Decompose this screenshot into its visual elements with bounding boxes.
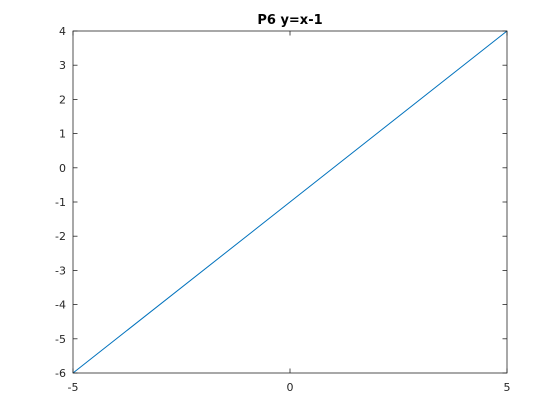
- y-tick-label: 3: [59, 59, 66, 72]
- y-tick-label: -2: [55, 230, 66, 243]
- y-tick-label: -6: [55, 367, 66, 380]
- chart-title: P6 y=x-1: [257, 13, 322, 28]
- x-tick-label: 0: [287, 381, 294, 394]
- y-tick-label: 4: [59, 25, 66, 38]
- series-layer: [72, 30, 508, 374]
- x-tick-label: -5: [68, 381, 79, 394]
- y-tick-label: 0: [59, 162, 66, 175]
- x-tick-label: 5: [504, 381, 511, 394]
- y-tick-label: 1: [59, 128, 66, 141]
- y-tick-label: -4: [55, 299, 66, 312]
- y-tick-label: -1: [55, 196, 66, 209]
- axes-box: [72, 30, 508, 374]
- y-tick-label: -5: [55, 333, 66, 346]
- y-tick-label: 2: [59, 93, 66, 106]
- series-line-1: [72, 30, 508, 374]
- y-tick-label: -3: [55, 264, 66, 277]
